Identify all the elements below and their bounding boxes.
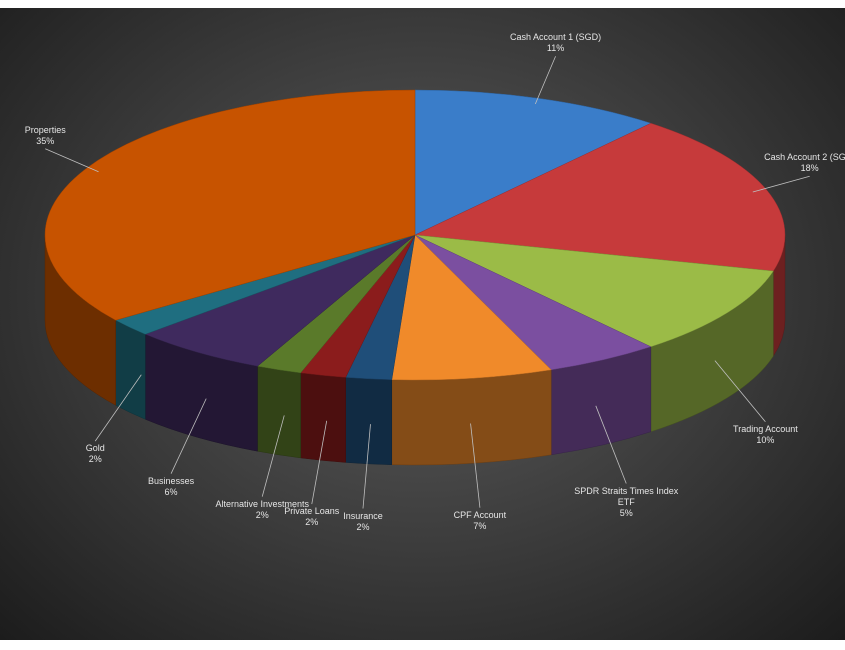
data-label: Properties 35% [0, 125, 100, 147]
leader-line [170, 398, 207, 474]
leader-line [311, 420, 328, 505]
data-label: Businesses 6% [116, 476, 226, 498]
label-name: Alternative Investments [215, 498, 309, 509]
slice [414, 234, 774, 347]
data-label: SPDR Straits Times Index ETF 5% [571, 486, 681, 519]
leader-line [470, 423, 481, 508]
leader-line [595, 405, 627, 484]
data-label: Alternative Investments 2% [207, 499, 317, 521]
label-value: 6% [164, 486, 178, 497]
label-name: Gold [85, 443, 105, 454]
label-value: 2% [356, 521, 370, 532]
chart-area: Cash Account 1 (SGD) 11% Cash Account 2 (S… [0, 8, 845, 640]
data-label: Private Loans 2% [257, 506, 367, 528]
slice [144, 234, 416, 367]
slice [391, 234, 552, 381]
leader-line [94, 374, 142, 442]
slice [414, 89, 652, 236]
data-label: Cash Account 1 (SGD) 11% [501, 32, 611, 54]
slice [44, 89, 416, 321]
data-label: Trading Account 10% [710, 424, 820, 446]
label-value: 2% [255, 509, 269, 520]
label-value: 18% [800, 163, 819, 174]
chart [44, 56, 810, 509]
label-value: 7% [473, 520, 487, 531]
label-value: 2% [305, 517, 319, 528]
slice-side [345, 377, 393, 465]
label-name: Properties [24, 124, 66, 135]
label-name: CPF Account [453, 509, 507, 520]
leader-line [714, 360, 766, 423]
label-value: 35% [36, 135, 55, 146]
label-value: 11% [546, 43, 565, 54]
leader-line [362, 424, 371, 509]
label-name: Cash Account 2 (SGD) [764, 152, 845, 163]
leader-line [534, 56, 556, 105]
label-name: SPDR Straits Times Index ETF [574, 485, 679, 507]
slice-side [115, 319, 146, 420]
slice [414, 123, 786, 272]
slice-side [300, 372, 346, 463]
label-value: 10% [756, 434, 775, 445]
label-name: Insurance [343, 510, 383, 521]
label-name: Cash Account 1 (SGD) [510, 32, 602, 43]
slice-side [391, 369, 552, 466]
data-label: Cash Account 2 (SGD)18% [755, 152, 845, 174]
label-value: 5% [619, 507, 633, 518]
leader-line [45, 148, 99, 173]
label-name: Private Loans [284, 506, 340, 517]
label-value: 2% [88, 454, 102, 465]
data-label: Gold 2% [40, 443, 150, 465]
label-name: Businesses [148, 475, 195, 486]
label-name: Trading Account [733, 423, 798, 434]
data-label: Insurance 2% [308, 511, 418, 533]
slice-side [257, 365, 301, 459]
data-label: CPF Account 7% [425, 510, 535, 532]
leader-line [261, 415, 285, 497]
leader-line [752, 175, 810, 193]
